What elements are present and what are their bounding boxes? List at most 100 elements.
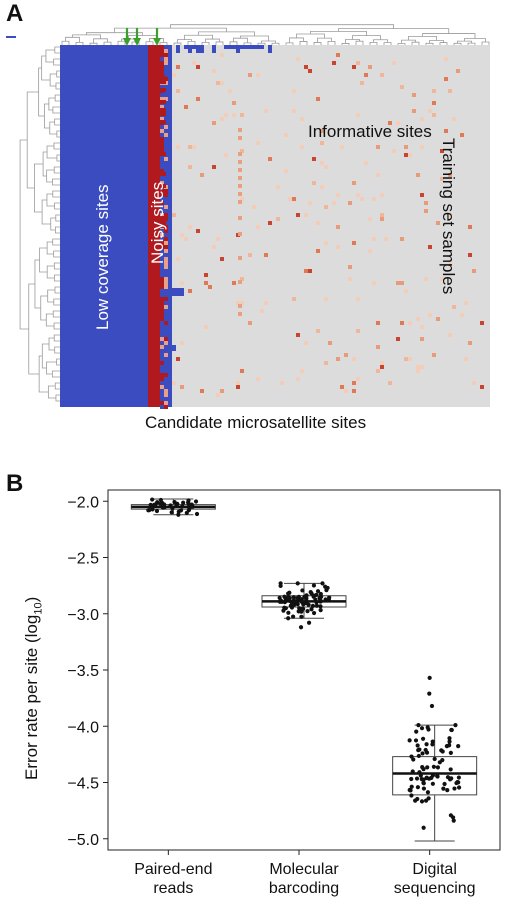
transition-cell [164, 189, 168, 193]
informative-cell [356, 377, 360, 381]
informative-cell [236, 301, 240, 305]
dendrogram-branch [369, 42, 378, 45]
informative-cell [388, 381, 392, 385]
dendrogram-branch [46, 193, 55, 207]
data-point [442, 781, 447, 787]
transition-cell [164, 369, 168, 373]
informative-cell [316, 221, 320, 225]
dendrogram-branch [53, 334, 60, 342]
dendrogram-branch [103, 41, 112, 45]
transition-cell [164, 273, 168, 277]
transition-cell [164, 117, 168, 121]
data-point [453, 723, 458, 728]
transition-cell [160, 377, 164, 381]
informative-cell [240, 277, 244, 281]
transition-cell [160, 301, 164, 305]
noisy-cell [160, 108, 166, 112]
outlier-point [427, 691, 432, 696]
fringe-cell [268, 45, 272, 53]
dendrogram-branch [310, 31, 367, 36]
dendrogram-branch [53, 262, 60, 270]
data-point [415, 743, 420, 748]
informative-cell [360, 81, 364, 85]
transition-cell [164, 65, 168, 69]
dendrogram-branch [26, 91, 39, 189]
data-point [456, 775, 461, 780]
transition-cell [164, 73, 168, 77]
informative-region [170, 45, 490, 407]
transition-cell [164, 357, 168, 361]
informative-cell [404, 153, 408, 157]
informative-cell [464, 357, 468, 361]
transition-cell [164, 61, 168, 65]
informative-cell [232, 281, 236, 285]
dendrogram-branch [54, 274, 60, 282]
dendrogram-branch [408, 35, 437, 41]
data-point [456, 785, 462, 790]
transition-cell [160, 253, 164, 257]
transition-cell [160, 169, 164, 173]
data-point [169, 510, 174, 515]
informative-cell [292, 89, 296, 93]
informative-cell [396, 281, 400, 285]
transition-cell [160, 401, 164, 405]
data-point [299, 609, 304, 614]
transition-cell [160, 61, 164, 65]
informative-cell [240, 301, 244, 305]
dendrogram-branch [54, 46, 60, 54]
transition-cell [164, 105, 168, 109]
informative-sites-label: Informative sites [308, 122, 432, 141]
y-tick-label: −3.5 [67, 663, 99, 680]
fringe-cell [192, 45, 196, 49]
y-tick-label: −4.5 [67, 776, 99, 793]
transition-cell [160, 281, 164, 285]
data-point [431, 764, 436, 769]
informative-cell [238, 176, 242, 180]
heatmap-y-label: Training set samples [439, 138, 458, 295]
fringe-cell [260, 45, 264, 49]
informative-cell [240, 113, 244, 117]
data-point [420, 751, 425, 756]
informative-cell [368, 249, 372, 253]
transition-cell [160, 345, 164, 349]
informative-cell [336, 225, 340, 229]
dendrogram-branch [53, 322, 60, 330]
data-point [172, 500, 177, 505]
data-point [281, 608, 286, 613]
data-point [409, 776, 414, 782]
transition-cell [160, 93, 164, 97]
transition-cell [164, 149, 168, 153]
data-point [423, 747, 428, 753]
transition-cell [164, 297, 168, 301]
dendrogram-branch [145, 41, 154, 45]
transition-cell [164, 325, 168, 329]
dendrogram-branch [233, 37, 248, 43]
informative-cell [384, 237, 388, 241]
dendrogram-branch [49, 121, 57, 135]
informative-cell [328, 341, 332, 345]
informative-cell [238, 192, 242, 196]
informative-cell [180, 385, 184, 389]
data-point [447, 743, 452, 748]
transition-cell [160, 105, 164, 109]
informative-cell [428, 245, 432, 249]
informative-cell [332, 201, 336, 205]
dendrogram-branch [53, 166, 60, 174]
data-point [314, 603, 319, 608]
boxplot-y-label: Error rate per site (log10) [22, 597, 44, 780]
dendrogram-branch [19, 139, 29, 330]
dendrogram-branch [53, 298, 60, 306]
transition-cell [160, 233, 164, 237]
dendrogram-branch [41, 199, 51, 225]
dendrogram-branch [345, 39, 360, 44]
informative-cell [392, 61, 396, 65]
transition-cell [160, 373, 164, 377]
category-label-line2: sequencing [393, 880, 476, 897]
green-arrow-head [123, 38, 131, 46]
transition-cell [160, 137, 164, 141]
informative-cell [232, 101, 236, 105]
data-point [421, 786, 427, 791]
fringe-cell [252, 45, 256, 49]
transition-cell [164, 337, 168, 341]
informative-cell [238, 152, 242, 156]
